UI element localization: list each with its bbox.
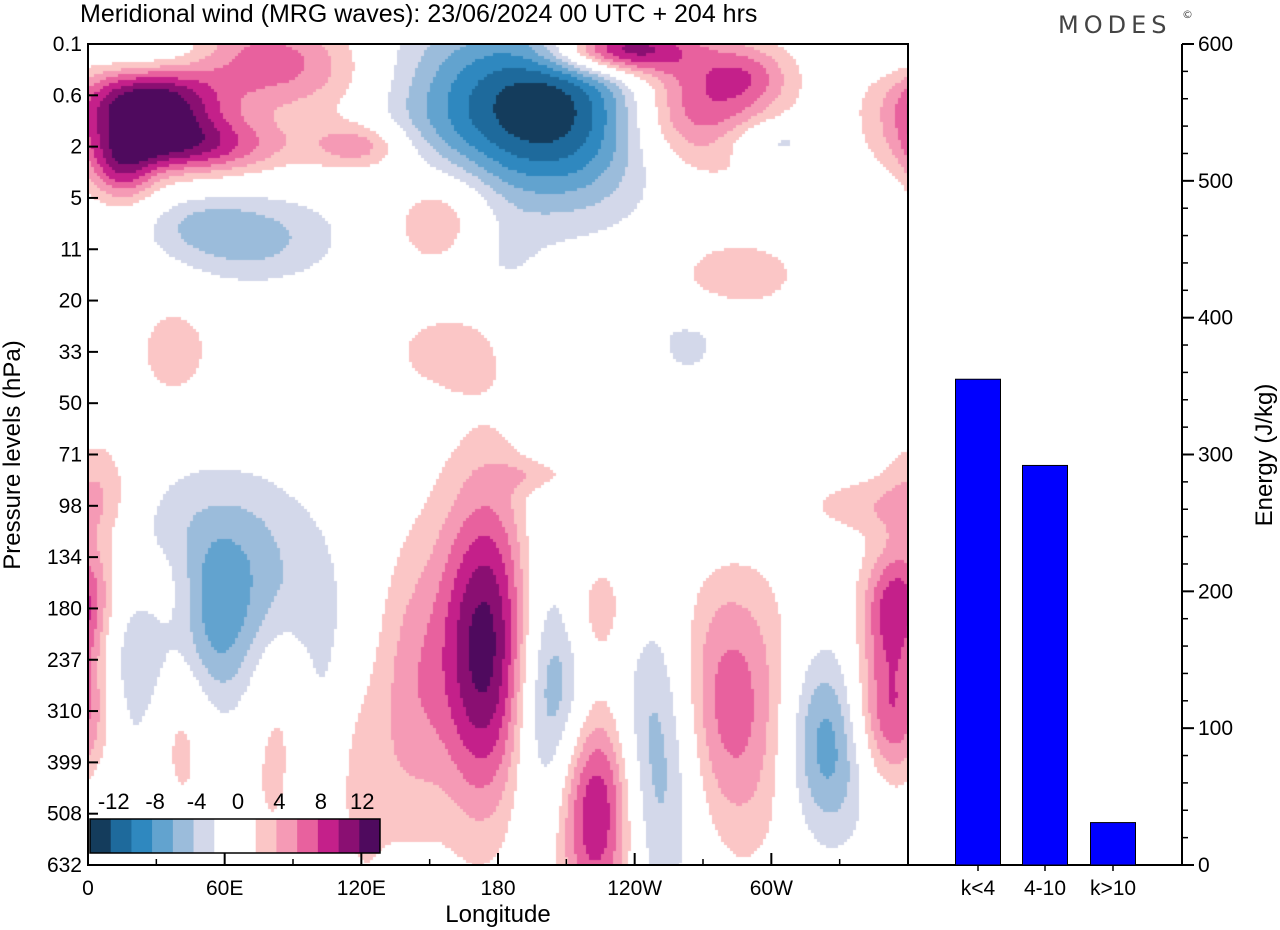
- colorbar-label: -4: [187, 789, 207, 814]
- brand-logo: MODES ©: [1058, 8, 1193, 39]
- longitude-tick-label: 180: [480, 877, 515, 900]
- colorbar-swatch: [235, 819, 257, 853]
- colorbar-swatch: [338, 819, 360, 853]
- colorbar-swatch: [214, 819, 236, 853]
- energy-tick-label: 200: [1198, 580, 1233, 603]
- longitude-tick-label: 120E: [337, 877, 386, 900]
- longitude-tick-label: 120W: [607, 877, 662, 900]
- colorbar-label: 8: [315, 789, 327, 814]
- brand-mark: ©: [1182, 8, 1193, 21]
- pressure-tick-label: 399: [47, 751, 82, 774]
- energy-tick-label: 100: [1198, 717, 1233, 740]
- bar-category-label: k<4: [961, 877, 996, 900]
- colorbar-swatch: [317, 819, 339, 853]
- colorbar-swatch: [172, 819, 194, 853]
- energy-tick-label: 300: [1198, 444, 1233, 467]
- pressure-tick-label: 0.6: [53, 84, 82, 107]
- brand-name: MODES: [1058, 11, 1171, 39]
- pressure-axis-label: Pressure levels (hPa): [0, 340, 26, 569]
- energy-bar: [1090, 822, 1136, 866]
- colorbar-label: 0: [232, 789, 244, 814]
- energy-tick-label: 500: [1198, 170, 1233, 193]
- colorbar-swatch: [276, 819, 298, 853]
- pressure-tick-label: 5: [70, 187, 82, 210]
- pressure-tick-label: 310: [47, 700, 82, 723]
- energy-bar: [1022, 464, 1068, 866]
- longitude-tick-label: 60E: [206, 877, 243, 900]
- pressure-tick-label: 33: [59, 341, 82, 364]
- colorbar-label: -8: [145, 789, 165, 814]
- pressure-tick-label: 237: [47, 649, 82, 672]
- longitude-tick-label: 0: [82, 877, 94, 900]
- pressure-tick-label: 0.1: [53, 33, 82, 56]
- colorbar-legend: -12 -8 -4 0 4 8 12: [89, 789, 381, 854]
- energy-tick-label: 400: [1198, 307, 1233, 330]
- energy-bar-chart: 0 100 200 300 400 500 600 k<4 4-10 k>10: [908, 33, 1233, 900]
- pressure-axis: 0.1 0.6 2 5 11 20 33 50 71 98 134 180 237 310 399 508 63…: [47, 33, 98, 877]
- pressure-tick-label: 632: [47, 854, 82, 877]
- pressure-tick-label: 50: [59, 392, 82, 415]
- pressure-tick-label: 20: [59, 290, 82, 313]
- bar-category-label: k>10: [1090, 877, 1136, 900]
- longitude-tick-label: 60W: [750, 877, 793, 900]
- energy-tick-label: 600: [1198, 33, 1233, 56]
- pressure-tick-label: 71: [59, 444, 82, 467]
- figure-title: Meridional wind (MRG waves): 23/06/2024 …: [80, 0, 757, 28]
- colorbar-swatch: [255, 819, 277, 853]
- energy-axis-label: Energy (J/kg): [1251, 384, 1278, 527]
- longitude-axis-label: Longitude: [445, 901, 550, 928]
- colorbar-swatch: [359, 819, 381, 853]
- pressure-tick-label: 134: [47, 546, 82, 569]
- heatmap-image: [88, 44, 908, 865]
- colorbar-border: [89, 818, 381, 854]
- colorbar-swatch: [152, 819, 174, 853]
- pressure-tick-label: 508: [47, 803, 82, 826]
- longitude-axis: 0 60E 120E 180 120W 60W: [82, 853, 841, 900]
- colorbar-swatch: [90, 819, 112, 853]
- colorbar-swatch: [297, 819, 319, 853]
- pressure-tick-label: 11: [60, 238, 82, 261]
- wind-heatmap: [88, 44, 908, 865]
- pressure-tick-label: 180: [47, 597, 82, 620]
- colorbar-label: 4: [273, 789, 285, 814]
- pressure-tick-label: 2: [70, 136, 82, 159]
- colorbar-swatch: [131, 819, 153, 853]
- bar-category-label: 4-10: [1024, 877, 1066, 900]
- energy-bar: [955, 378, 1001, 866]
- colorbar-label: 12: [350, 789, 374, 814]
- colorbar-swatch: [110, 819, 132, 853]
- energy-tick-label: 0: [1198, 854, 1210, 877]
- colorbar-swatch: [193, 819, 215, 853]
- colorbar-label: -12: [98, 789, 130, 814]
- pressure-tick-label: 98: [59, 495, 82, 518]
